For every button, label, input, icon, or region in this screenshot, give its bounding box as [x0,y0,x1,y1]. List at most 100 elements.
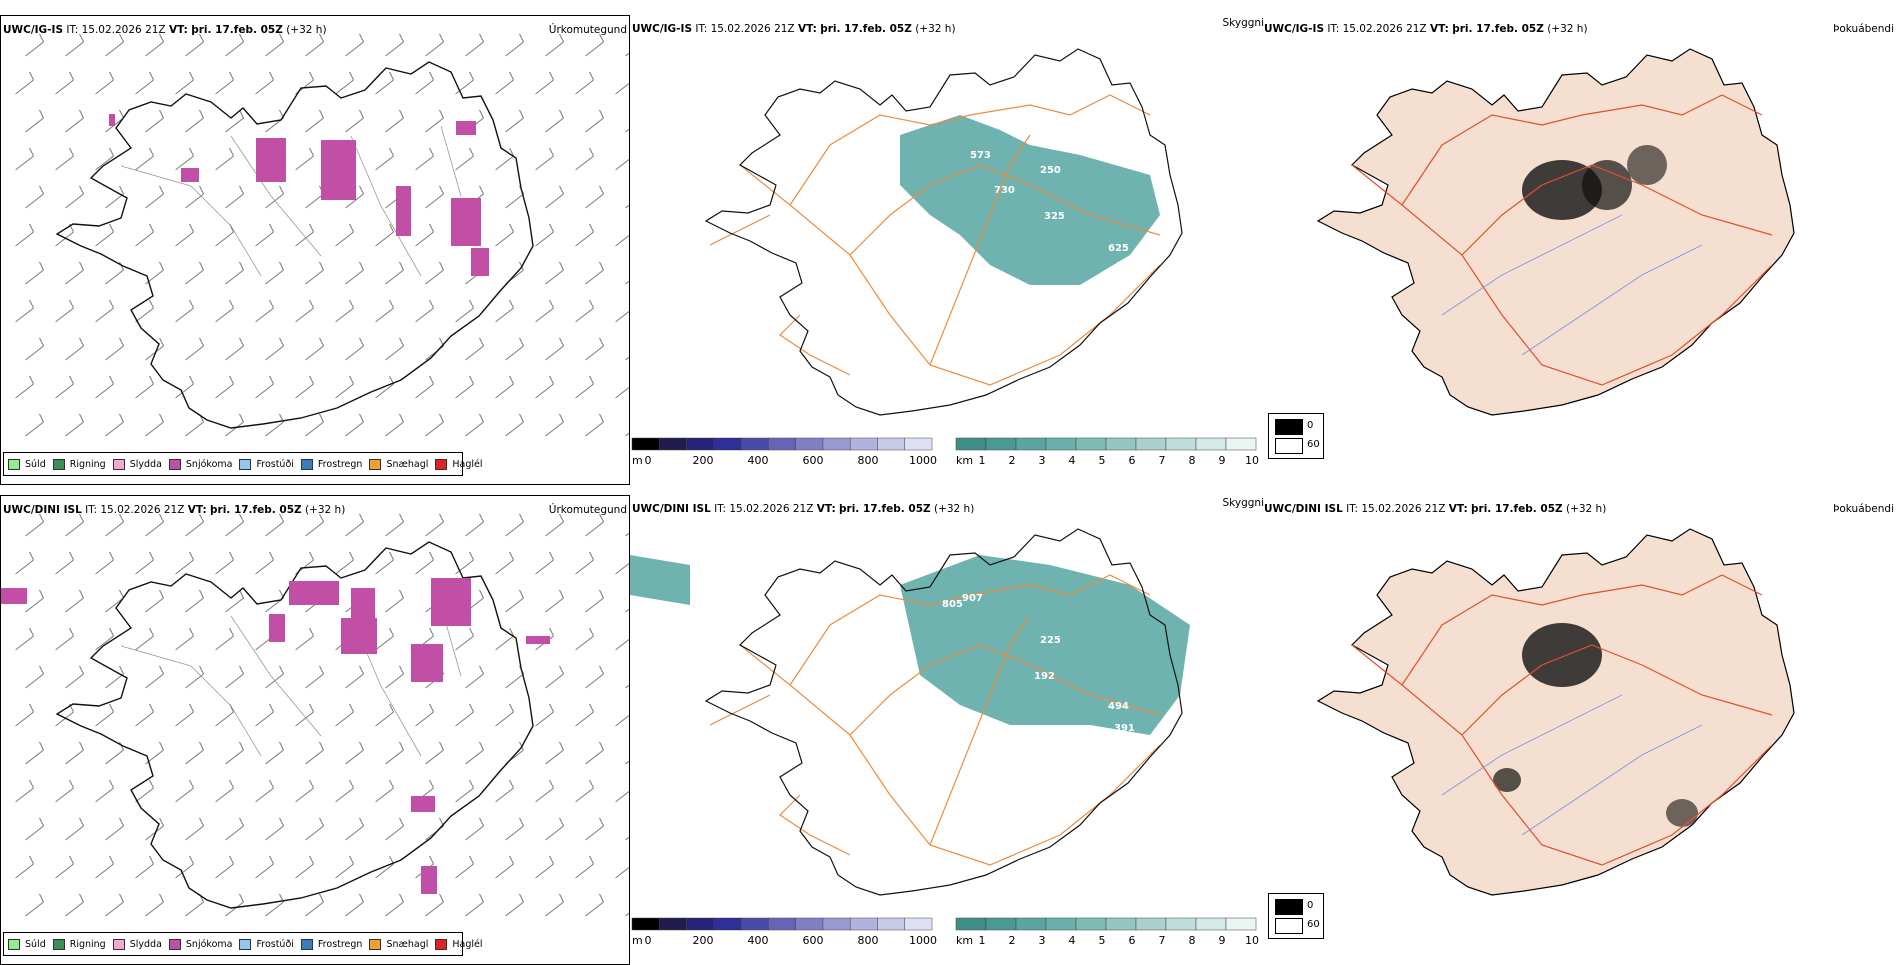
legend-item: Frostúði [239,939,293,950]
snow-areas [1,578,550,894]
legend-item: Snæhagl [369,459,428,470]
legend-item: Snjókoma [169,459,233,470]
legend-label: Haglél [452,939,482,950]
scale-tick-km: 9 [1219,934,1226,947]
value-label: 225 [1040,635,1061,646]
scale-tick-km: 5 [1099,934,1106,947]
legend-label: Haglél [452,459,482,470]
legend-swatch [53,459,65,470]
legend-item: Súld [8,459,46,470]
legend-item: Rigning [53,939,106,950]
scale-tick-m: 200 [693,454,714,467]
visibility-map: 805 907 225 192 494 391 374 50 [630,495,1270,915]
legend-item: Snjókoma [169,939,233,950]
scale-unit-m: m [632,454,643,467]
value-label: 573 [970,150,991,161]
land-fill [1318,529,1794,895]
legend-swatch [239,459,251,470]
scale-tick-m: 0 [645,454,652,467]
scale-tick-km: 7 [1159,454,1166,467]
scale-tick-km: 4 [1069,454,1076,467]
legend-label: Rigning [70,459,106,470]
legend-swatch [113,939,125,950]
legend-label: Slydda [130,459,162,470]
scale-tick-m: 1000 [909,934,937,947]
fog-map [1262,15,1900,435]
precip-type-panel-ig: UWC/IG-IS IT: 15.02.2026 21Z VT: þri. 17… [0,15,630,485]
legend-label: Slydda [130,939,162,950]
value-label: 625 [1108,243,1129,254]
legend-swatch [169,939,181,950]
legend-item: Frostregn [301,939,363,950]
legend-label: Snæhagl [386,939,428,950]
scale-tick-m: 600 [803,934,824,947]
visibility-low-areas [900,115,1160,285]
scale-bar-m [630,437,940,453]
value-label: 730 [994,185,1015,196]
fog-legend-label: 0 [1307,420,1313,431]
scale-tick-m: 200 [693,934,714,947]
legend-item: Súld [8,939,46,950]
legend-swatch [169,459,181,470]
value-label: 325 [1044,211,1065,222]
legend-swatch [113,459,125,470]
fog-indicator-panel-ig: UWC/IG-IS IT: 15.02.2026 21Z VT: þri. 17… [1262,15,1900,485]
scale-tick-m: 0 [645,934,652,947]
legend-label: Snæhagl [386,459,428,470]
scale-unit-km: km [956,454,973,467]
value-label: 35 [920,219,934,230]
precip-type-panel-dini: UWC/DINI ISL IT: 15.02.2026 21Z VT: þri.… [0,495,630,965]
fog-legend-black [1275,899,1303,915]
wind-barbs [16,514,630,916]
scale-tick-km: 9 [1219,454,1226,467]
scale-tick-km: 2 [1009,454,1016,467]
legend-swatch [301,459,313,470]
legend-swatch [8,459,20,470]
scale-bar-km [954,917,1264,933]
precip-legend-items: Súld Rigning Slydda Snjókoma Frostúði Frostre… [8,939,490,950]
fog-map [1262,495,1900,915]
scale-tick-km: 1 [979,454,986,467]
visibility-map: 573 730 250 325 625 489 35 [630,15,1270,435]
legend-swatch [8,939,20,950]
snow-areas [109,114,489,276]
legend-swatch [369,939,381,950]
value-label: 805 [942,599,963,610]
value-label: 391 [1114,723,1135,734]
scale-tick-km: 8 [1189,934,1196,947]
legend-label: Súld [25,939,46,950]
value-label: 50 [920,703,934,714]
scale-tick-m: 1000 [909,454,937,467]
legend-item: Haglél [435,459,482,470]
value-label: 374 [1060,775,1081,786]
scale-bar-m [630,917,940,933]
legend-item: Slydda [113,939,162,950]
value-label: 489 [1114,261,1135,272]
legend-item: Snæhagl [369,939,428,950]
wind-barbs [16,34,630,436]
scale-tick-m: 600 [803,454,824,467]
scale-tick-km: 5 [1099,454,1106,467]
legend-item: Haglél [435,939,482,950]
fog-legend-white [1275,918,1303,934]
value-label: 250 [1040,165,1061,176]
scale-tick-km: 10 [1245,454,1259,467]
legend-label: Snjókoma [186,459,233,470]
scale-tick-km: 10 [1245,934,1259,947]
scale-tick-km: 7 [1159,934,1166,947]
fog-legend-black [1275,419,1303,435]
scale-tick-km: 1 [979,934,986,947]
fog-legend: 0 60 [1268,413,1324,459]
scale-tick-km: 6 [1129,934,1136,947]
legend-swatch [369,459,381,470]
scale-tick-km: 3 [1039,454,1046,467]
scale-tick-km: 3 [1039,934,1046,947]
legend-label: Frostúði [256,939,293,950]
precip-map [1,496,630,965]
legend-label: Frostregn [318,459,363,470]
scale-tick-m: 400 [748,454,769,467]
legend-label: Frostregn [318,939,363,950]
scale-tick-km: 2 [1009,934,1016,947]
